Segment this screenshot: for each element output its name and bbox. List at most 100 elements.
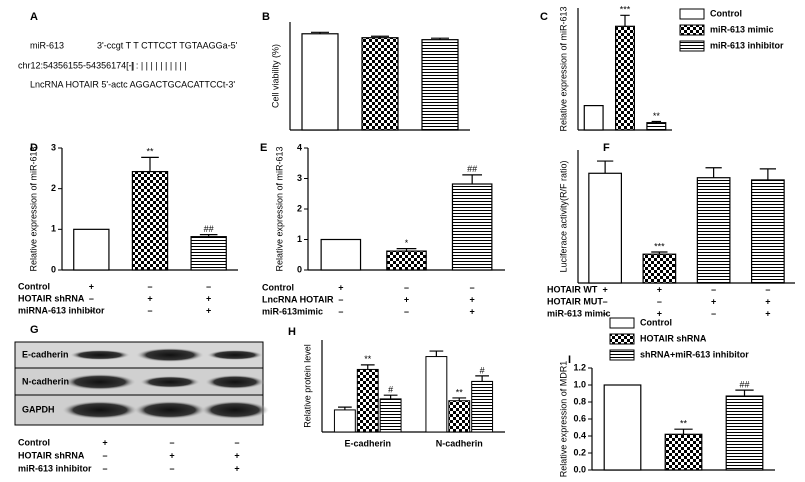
bar	[356, 368, 379, 433]
bar	[588, 172, 622, 284]
condition-label: Control	[262, 282, 294, 292]
condition-sign: –	[234, 437, 239, 447]
condition-sign: –	[338, 306, 343, 316]
bar	[131, 170, 169, 271]
bar	[361, 37, 399, 131]
y-axis-label: Luciferace activity(R/F ratio)	[558, 160, 568, 272]
y-tick-label: 1.2	[573, 362, 586, 372]
significance: #	[480, 365, 485, 375]
panel-letter: E	[260, 142, 267, 154]
significance: **	[146, 147, 154, 157]
legend-label: HOTAIR shRNA	[640, 333, 707, 343]
y-tick-label: 3	[297, 173, 302, 183]
condition-sign: +	[338, 282, 343, 292]
legend-swatch	[679, 24, 705, 36]
condition-sign: –	[404, 282, 409, 292]
y-tick-label: 0.6	[573, 413, 586, 423]
error-bar	[462, 174, 483, 184]
error-bar	[371, 35, 389, 38]
condition-sign: –	[169, 437, 174, 447]
bar	[642, 253, 677, 284]
legend-swatch	[679, 8, 705, 20]
bar	[646, 122, 667, 131]
panel-letter: H	[288, 326, 296, 338]
condition-sign: +	[765, 308, 770, 318]
panel-letter: D	[30, 142, 38, 154]
legend-label: Control	[710, 8, 742, 18]
error-bar	[396, 248, 417, 252]
y-tick-label: 1	[51, 224, 56, 234]
y-axis-label: Relative expression of MDR1	[558, 361, 568, 478]
significance: **	[680, 419, 688, 429]
y-tick-label: 1	[297, 234, 302, 244]
bar	[425, 356, 448, 433]
bar	[190, 236, 227, 271]
error-bar	[651, 120, 662, 123]
condition-sign: –	[89, 305, 94, 315]
condition-sign: +	[234, 463, 239, 473]
mir-sequence: 3'-ccgt T T CTTCCT TGTAAGGa-5'	[97, 40, 238, 50]
condition-sign: +	[102, 437, 107, 447]
legend-swatch	[609, 349, 635, 361]
bar	[614, 25, 635, 131]
y-tick-label: 0.2	[573, 447, 586, 457]
chr-location: chr12:54356155-54356174[-]	[18, 60, 134, 70]
condition-label: miR-613 mimic	[547, 308, 611, 318]
x-tick-label: E-cadherin	[344, 438, 391, 448]
significance: ##	[467, 164, 477, 174]
y-tick-label: 0	[51, 264, 56, 274]
y-tick-label: 4	[297, 142, 302, 152]
condition-sign: +	[470, 294, 475, 304]
condition-sign: +	[657, 284, 662, 294]
condition-sign: –	[102, 463, 107, 473]
condition-sign: +	[765, 296, 770, 306]
y-tick-label: 2	[297, 203, 302, 213]
condition-sign: +	[169, 450, 174, 460]
condition-sign: –	[711, 308, 716, 318]
condition-sign: –	[147, 281, 152, 291]
condition-label: HOTAIR shRNA	[18, 450, 85, 460]
y-axis-label: Cell viability (%)	[270, 44, 280, 108]
panel-letter: C	[540, 11, 548, 23]
condition-sign: +	[147, 293, 152, 303]
y-axis-label: Relative protein level	[302, 344, 312, 428]
error-bar	[596, 160, 614, 174]
legend-label: miR-613 inhibitor	[710, 40, 784, 50]
y-axis-label: Relative expression of miR-613	[558, 6, 568, 131]
error-bar	[338, 406, 352, 410]
condition-label: LncRNA HOTAIR	[262, 294, 334, 304]
condition-sign: –	[338, 294, 343, 304]
condition-sign: +	[470, 306, 475, 316]
condition-label: Control	[18, 437, 50, 447]
condition-sign: +	[206, 305, 211, 315]
blot-label: GAPDH	[22, 404, 55, 414]
condition-label: miR-613mimic	[262, 306, 323, 316]
lnc-sequence: LncRNA HOTAIR 5'-actc AGGACTGCACATTCCt-3…	[30, 79, 235, 89]
error-bar	[735, 389, 754, 397]
legend-swatch	[609, 317, 635, 329]
condition-sign: –	[206, 281, 211, 291]
condition-sign: +	[89, 281, 94, 291]
condition-sign: +	[234, 450, 239, 460]
y-axis-label: Relative expression of miR-613	[28, 146, 38, 271]
panel-letter: G	[30, 324, 39, 336]
condition-label: Control	[18, 281, 50, 291]
y-tick-label: 3	[51, 142, 56, 152]
legend-label: shRNA+miR-613 inhibitor	[640, 349, 749, 359]
mir-name: miR-613	[30, 40, 64, 50]
condition-sign: +	[657, 308, 662, 318]
error-bar	[199, 234, 218, 237]
condition-sign: +	[711, 296, 716, 306]
blot-label: E-cadherin	[22, 349, 69, 359]
condition-sign: –	[603, 296, 608, 306]
bar	[421, 39, 459, 131]
bar	[696, 177, 731, 284]
significance: ***	[654, 241, 665, 251]
error-bar	[705, 167, 722, 178]
significance: *	[405, 238, 409, 248]
condition-label: HOTAIR MUT	[547, 296, 603, 306]
panel-letter: A	[30, 11, 38, 23]
bar	[664, 433, 703, 471]
condition-sign: –	[102, 450, 107, 460]
